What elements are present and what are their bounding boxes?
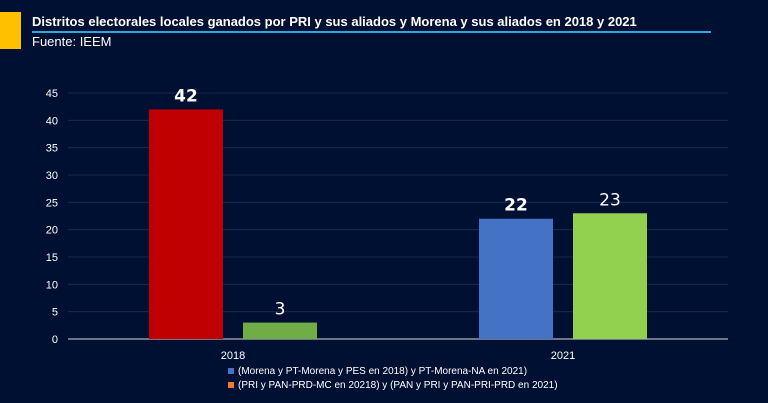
- chart-title: Distritos electorales locales ganados po…: [32, 14, 637, 29]
- legend-item: (Morena y PT-Morena y PES en 2018) y PT-…: [228, 364, 558, 378]
- legend-label: (Morena y PT-Morena y PES en 2018) y PT-…: [238, 365, 528, 377]
- y-tick-label: 5: [52, 307, 58, 319]
- legend-item: (PRI y PAN-PRD-MC en 20218) y (PAN y PRI…: [228, 378, 558, 392]
- y-tick-label: 40: [46, 115, 58, 127]
- accent-box: [0, 12, 21, 49]
- data-label: 22: [504, 196, 528, 216]
- bar-2018-0: [149, 109, 223, 340]
- y-tick-label: 35: [46, 143, 58, 155]
- bar-2021-1: [573, 213, 647, 339]
- x-category-label: 2018: [221, 350, 245, 362]
- bar-2018-1: [243, 322, 317, 339]
- y-tick-label: 10: [46, 279, 58, 291]
- y-tick-label: 15: [46, 252, 58, 264]
- data-label: 42: [174, 86, 198, 106]
- data-label: 3: [275, 300, 286, 320]
- legend-swatch: [228, 368, 234, 374]
- y-tick-label: 0: [52, 334, 58, 346]
- y-tick-label: 25: [46, 197, 58, 209]
- legend-label: (PRI y PAN-PRD-MC en 20218) y (PAN y PRI…: [238, 379, 558, 391]
- legend-swatch: [228, 382, 234, 388]
- data-label: 23: [599, 190, 621, 210]
- y-tick-label: 45: [46, 88, 58, 100]
- x-category-label: 2021: [551, 350, 575, 362]
- y-tick-label: 30: [46, 170, 58, 182]
- bar-2021-0: [479, 218, 553, 339]
- chart-source: Fuente: IEEM: [32, 34, 112, 49]
- chart-legend: (Morena y PT-Morena y PES en 2018) y PT-…: [228, 364, 558, 392]
- title-rule: [32, 31, 711, 33]
- y-tick-label: 20: [46, 225, 58, 237]
